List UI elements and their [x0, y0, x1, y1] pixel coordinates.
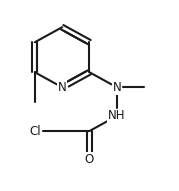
Text: Cl: Cl	[29, 125, 41, 138]
Text: N: N	[58, 81, 67, 94]
Text: NH: NH	[108, 109, 126, 122]
Text: O: O	[85, 153, 94, 166]
Text: N: N	[112, 81, 121, 94]
